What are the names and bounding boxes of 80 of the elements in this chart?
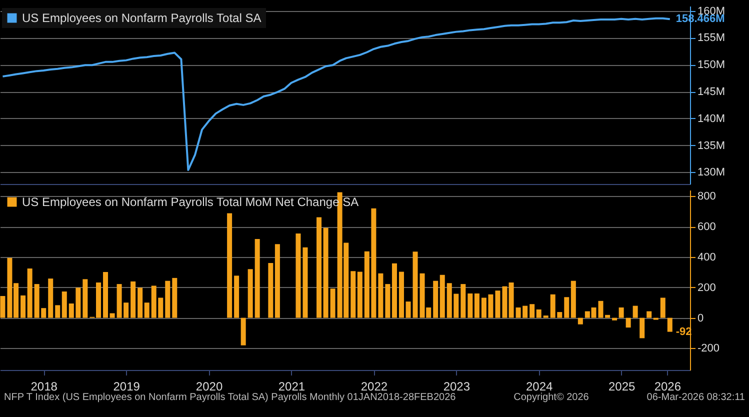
- bar: [530, 304, 535, 318]
- bar: [508, 282, 514, 318]
- bar: [646, 311, 652, 318]
- bar: [0, 296, 6, 318]
- legend-label: US Employees on Nonfarm Payrolls Total SA: [22, 11, 262, 25]
- x-tick-label: 2020: [196, 380, 223, 394]
- y-tick-label: -200: [698, 342, 720, 355]
- bar: [110, 313, 115, 318]
- x-tick-label: 2025: [608, 380, 636, 394]
- bar: [103, 272, 108, 318]
- bar: [227, 213, 232, 318]
- bar: [350, 271, 356, 318]
- bar: [296, 234, 301, 318]
- text: NFP T Index (US Employees on Nonfarm Payrolls Total SA) Payrolls Monthly 01JAN2018-28FEB2026: [4, 392, 456, 403]
- x-tick-label: 2022: [360, 380, 388, 394]
- bar: [660, 298, 666, 318]
- bar: [240, 318, 246, 346]
- bar: [138, 288, 143, 318]
- bar: [268, 263, 274, 318]
- y-tick-label: 150M: [698, 59, 726, 72]
- bar: [667, 318, 672, 332]
- bar: [302, 247, 308, 318]
- bar: [62, 291, 67, 318]
- bar: [406, 302, 411, 318]
- bar: [460, 284, 466, 318]
- bar: [626, 318, 631, 328]
- x-tick-label: 2024: [526, 380, 554, 394]
- y-tick-label: 600: [698, 221, 716, 234]
- bar: [144, 302, 150, 318]
- bar: [248, 269, 253, 318]
- x-tick-label: 2026: [654, 380, 682, 394]
- bar: [564, 297, 570, 318]
- bar: [27, 268, 32, 318]
- bar: [274, 244, 280, 318]
- bar: [48, 278, 54, 318]
- bar: [502, 286, 508, 318]
- bar: [378, 273, 384, 318]
- bar: [316, 217, 322, 318]
- y-tick-label: 135M: [698, 140, 726, 152]
- x-tick-label: 2023: [443, 380, 470, 394]
- bar: [495, 290, 500, 318]
- bar: [612, 318, 618, 320]
- y-tick-label: 140M: [698, 112, 726, 125]
- bar: [433, 280, 438, 318]
- bar: [165, 280, 170, 318]
- bar: [82, 279, 88, 318]
- bar: [398, 272, 404, 318]
- bar: [385, 284, 390, 318]
- bar: [323, 228, 328, 318]
- x-tick-label: 2021: [278, 380, 306, 394]
- bar: [55, 305, 60, 318]
- y-tick-label: 200: [698, 282, 716, 294]
- text: Copyright© 2026: [514, 392, 589, 403]
- bar: [440, 274, 445, 318]
- bar: [632, 306, 638, 318]
- y-tick-label: 800: [698, 190, 716, 203]
- y-tick-label: 155M: [698, 32, 726, 44]
- bar: [412, 252, 418, 318]
- y-tick-label: 145M: [698, 86, 726, 98]
- bar: [578, 318, 583, 324]
- bar: [130, 281, 136, 318]
- bar: [330, 288, 336, 318]
- bar: [172, 278, 178, 318]
- text: 06-Mar-2026 08:32:11: [646, 392, 745, 403]
- y-tick-label: 400: [698, 251, 716, 264]
- bar: [640, 318, 645, 338]
- bar: [468, 293, 473, 318]
- bar: [474, 293, 480, 318]
- bar: [570, 280, 576, 318]
- bar: [234, 276, 240, 318]
- bar: [618, 307, 624, 318]
- bar: [536, 309, 542, 318]
- bar: [20, 295, 26, 318]
- x-tick-label: 2018: [30, 380, 58, 394]
- x-tick-label: 2019: [113, 380, 140, 394]
- bar: [357, 272, 362, 318]
- bar: [392, 263, 397, 318]
- bar: [254, 238, 260, 318]
- y-tick-label: 0: [698, 312, 704, 324]
- y-tick-label: 130M: [698, 166, 726, 179]
